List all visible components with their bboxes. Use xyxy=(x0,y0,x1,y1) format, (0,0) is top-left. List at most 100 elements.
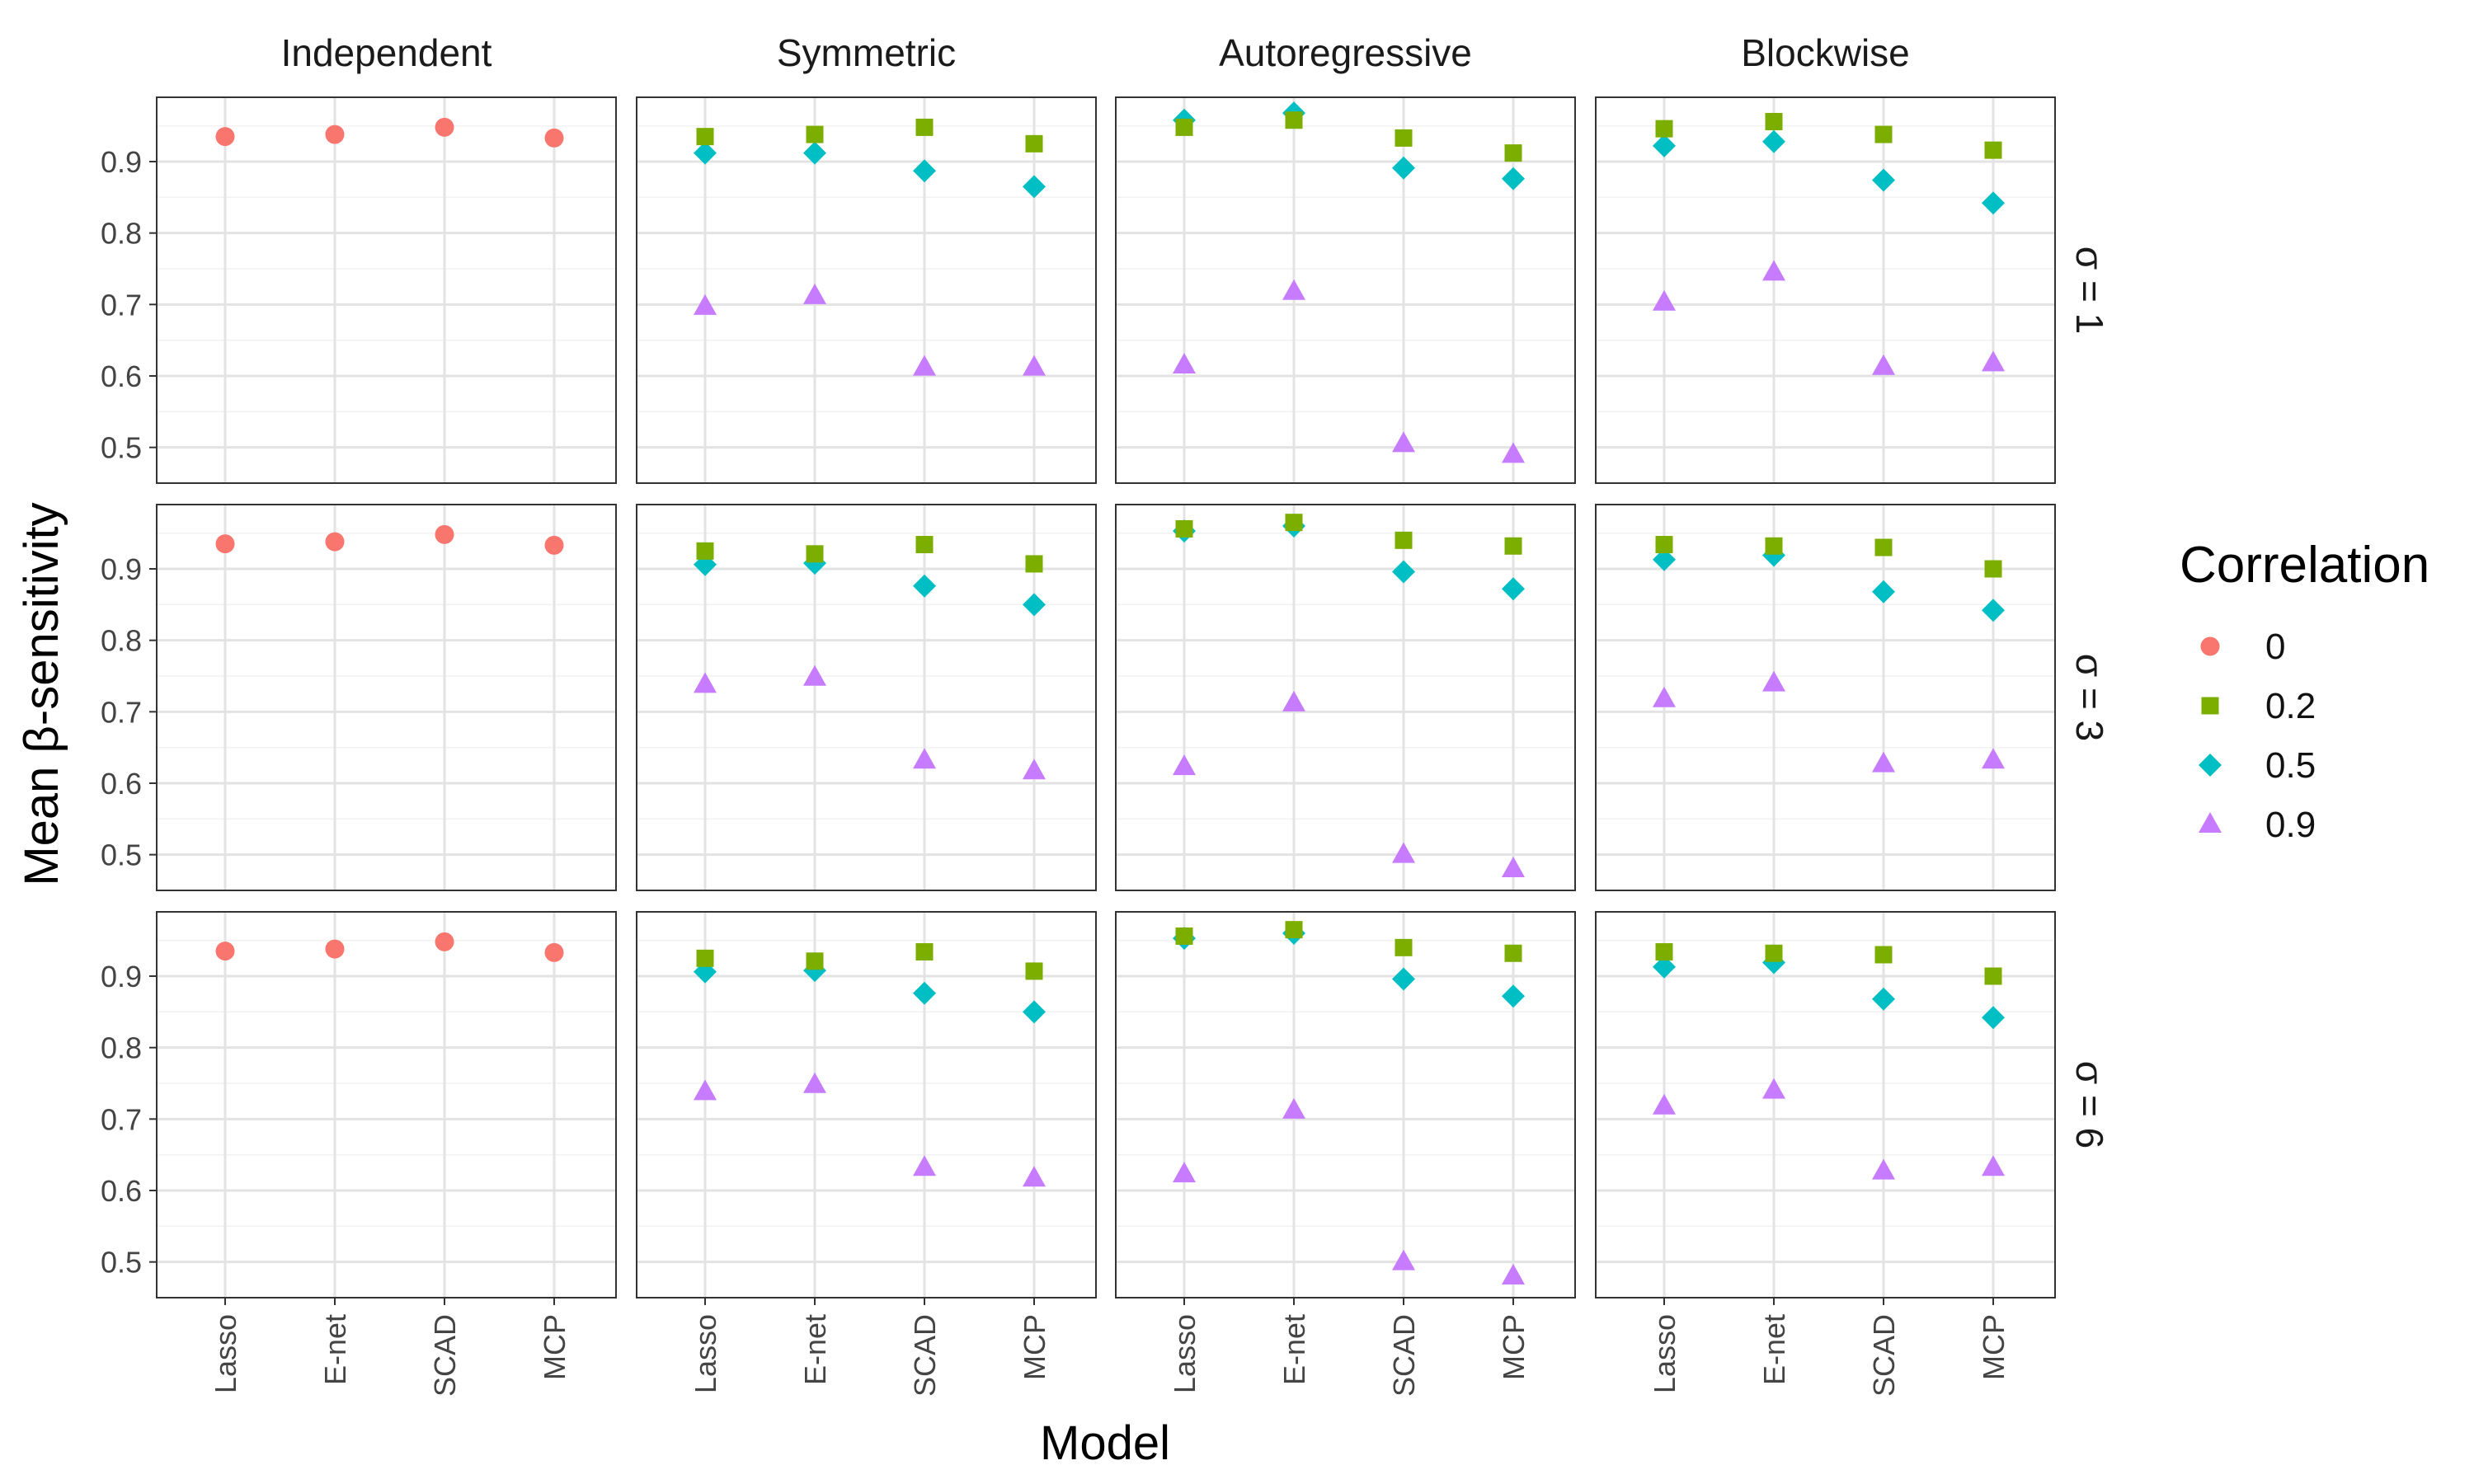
data-point xyxy=(806,952,824,970)
data-point xyxy=(1872,987,1895,1011)
panel-border xyxy=(636,96,1097,484)
data-point xyxy=(1173,1162,1196,1183)
y-tick-label: 0.6 xyxy=(101,359,142,393)
y-tick-label: 0.6 xyxy=(101,767,142,801)
x-tick-label: E-net xyxy=(798,1314,832,1385)
data-point xyxy=(1502,577,1525,601)
y-tick-label: 0.7 xyxy=(101,695,142,729)
legend-title: Correlation xyxy=(2180,537,2429,594)
y-tick-label: 0.6 xyxy=(101,1174,142,1208)
data-point xyxy=(325,939,345,959)
data-point xyxy=(1762,260,1785,281)
panel-border xyxy=(1115,96,1576,484)
data-point xyxy=(544,942,564,962)
data-point xyxy=(1653,1093,1676,1115)
data-point xyxy=(696,542,714,560)
y-tick-label: 0.7 xyxy=(101,1102,142,1136)
data-point xyxy=(1282,1097,1305,1119)
legend-label: 0.2 xyxy=(2265,686,2316,726)
data-point xyxy=(1392,967,1415,991)
data-point xyxy=(1023,758,1046,780)
data-point xyxy=(694,141,717,165)
panel xyxy=(1595,911,2056,1298)
data-point xyxy=(435,932,454,951)
x-tick-label: SCAD xyxy=(428,1314,462,1397)
data-point xyxy=(1392,1249,1415,1270)
x-tick-label: E-net xyxy=(1277,1314,1311,1385)
data-point xyxy=(1395,938,1413,956)
data-point xyxy=(1502,1264,1525,1284)
panel xyxy=(1115,911,1576,1298)
panel xyxy=(1595,504,2056,891)
data-point xyxy=(803,283,826,304)
data-point xyxy=(1023,1166,1046,1187)
data-point xyxy=(1765,537,1783,555)
data-point xyxy=(1653,686,1676,707)
data-point xyxy=(915,118,934,136)
data-point xyxy=(435,117,454,137)
data-point xyxy=(1392,842,1415,863)
data-point xyxy=(803,141,826,165)
data-point xyxy=(1872,1158,1895,1180)
data-point xyxy=(1502,442,1525,463)
x-tick-label: SCAD xyxy=(908,1314,942,1397)
data-point xyxy=(1025,555,1043,573)
panel-border xyxy=(156,504,617,891)
data-point xyxy=(913,574,936,598)
data-point xyxy=(1874,125,1893,143)
panel-border xyxy=(1115,911,1576,1298)
data-point xyxy=(1765,944,1783,962)
legend-entry: 0.2 xyxy=(2201,686,2316,726)
column-strip-label: Independent xyxy=(281,31,492,74)
legend-label: 0.5 xyxy=(2265,745,2316,786)
data-point xyxy=(1392,560,1415,584)
panel xyxy=(1595,96,2056,484)
x-tick-label: MCP xyxy=(1018,1314,1051,1380)
data-point xyxy=(1282,690,1305,711)
data-point xyxy=(1175,519,1193,538)
legend-entry: 0.9 xyxy=(2199,805,2316,845)
data-point xyxy=(1984,560,2002,578)
data-point xyxy=(325,124,345,144)
data-point xyxy=(1655,943,1673,961)
labels-layer: Mean β-sensitivity Model Independent Symm… xyxy=(15,31,2111,1470)
data-point xyxy=(325,532,345,552)
legend-key xyxy=(2199,754,2222,777)
data-point xyxy=(1173,754,1196,776)
legend-entry: 0.5 xyxy=(2199,745,2316,786)
legend-key xyxy=(2199,812,2222,833)
data-point xyxy=(1023,593,1046,617)
panels-layer xyxy=(156,96,2056,1298)
x-tick-label: Lasso xyxy=(1648,1314,1681,1393)
data-point xyxy=(806,125,824,143)
data-point xyxy=(1504,944,1522,962)
data-point xyxy=(694,294,717,315)
x-axis-title: Model xyxy=(1040,1416,1170,1470)
data-point xyxy=(1023,175,1046,199)
data-point xyxy=(915,536,934,554)
row-strip-label: σ = 3 xyxy=(2068,654,2111,741)
data-point xyxy=(435,524,454,544)
x-tick-label: E-net xyxy=(318,1314,352,1385)
legend-key xyxy=(2200,636,2220,656)
data-point xyxy=(913,355,936,376)
y-tick-label: 0.5 xyxy=(101,838,142,872)
data-point xyxy=(1982,1006,2005,1030)
data-point xyxy=(1653,289,1676,311)
data-point xyxy=(913,748,936,769)
data-point xyxy=(1392,431,1415,453)
panel xyxy=(636,504,1097,891)
x-tick-label: Lasso xyxy=(689,1314,722,1393)
row-strip-label: σ = 6 xyxy=(2068,1061,2111,1148)
data-point xyxy=(1655,536,1673,554)
data-point xyxy=(1502,167,1525,190)
y-tick-label: 0.8 xyxy=(101,217,142,251)
panel-border xyxy=(156,96,617,484)
data-point xyxy=(694,672,717,693)
panel-border xyxy=(1595,96,2056,484)
y-axis-title: Mean β-sensitivity xyxy=(15,502,68,885)
data-point xyxy=(1025,134,1043,153)
data-point xyxy=(1392,156,1415,180)
panel xyxy=(156,96,617,484)
data-point xyxy=(1874,946,1893,964)
